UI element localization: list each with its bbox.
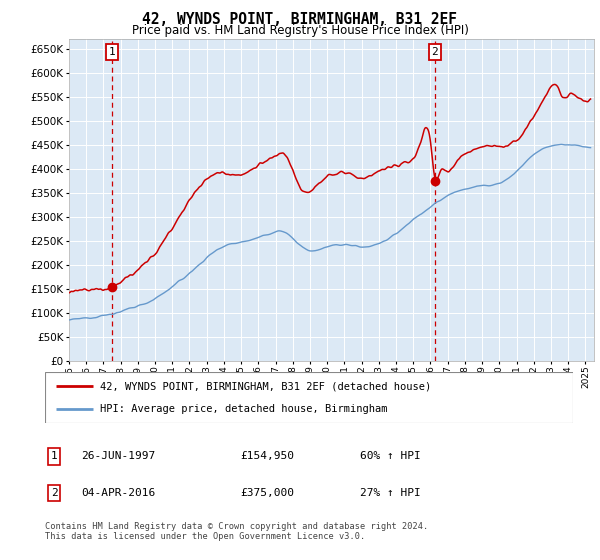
Text: 04-APR-2016: 04-APR-2016 <box>81 488 155 498</box>
Text: Contains HM Land Registry data © Crown copyright and database right 2024.
This d: Contains HM Land Registry data © Crown c… <box>45 522 428 542</box>
Text: 1: 1 <box>50 451 58 461</box>
Text: 42, WYNDS POINT, BIRMINGHAM, B31 2EF (detached house): 42, WYNDS POINT, BIRMINGHAM, B31 2EF (de… <box>100 381 431 391</box>
Text: 27% ↑ HPI: 27% ↑ HPI <box>360 488 421 498</box>
Text: 1: 1 <box>109 47 115 57</box>
Text: HPI: Average price, detached house, Birmingham: HPI: Average price, detached house, Birm… <box>100 404 388 414</box>
Text: 2: 2 <box>431 47 439 57</box>
Text: Price paid vs. HM Land Registry's House Price Index (HPI): Price paid vs. HM Land Registry's House … <box>131 24 469 37</box>
Text: 60% ↑ HPI: 60% ↑ HPI <box>360 451 421 461</box>
Text: £154,950: £154,950 <box>240 451 294 461</box>
Text: 42, WYNDS POINT, BIRMINGHAM, B31 2EF: 42, WYNDS POINT, BIRMINGHAM, B31 2EF <box>143 12 458 27</box>
Text: 2: 2 <box>50 488 58 498</box>
Text: 26-JUN-1997: 26-JUN-1997 <box>81 451 155 461</box>
Text: £375,000: £375,000 <box>240 488 294 498</box>
